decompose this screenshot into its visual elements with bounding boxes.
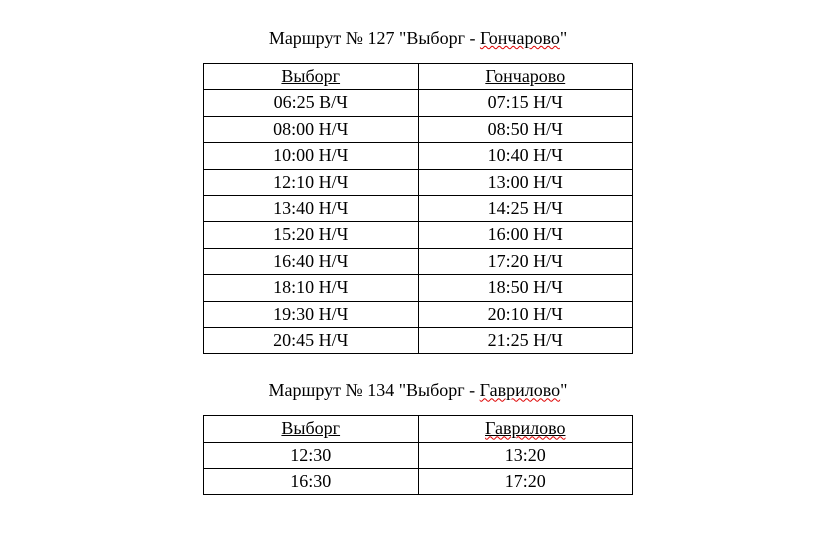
table-row: 18:10 Н/Ч18:50 Н/Ч [204, 275, 633, 301]
route-2-col-1: Гаврилово [418, 416, 633, 442]
cell: 08:00 Н/Ч [204, 116, 419, 142]
cell: 18:50 Н/Ч [418, 275, 633, 301]
cell: 20:45 Н/Ч [204, 327, 419, 353]
cell: 12:30 [204, 442, 419, 468]
cell: 13:40 Н/Ч [204, 195, 419, 221]
cell: 10:00 Н/Ч [204, 143, 419, 169]
cell: 18:10 Н/Ч [204, 275, 419, 301]
document-page: Маршрут № 127 "Выборг - Гончарово" Выбор… [0, 28, 836, 495]
cell: 19:30 Н/Ч [204, 301, 419, 327]
table-row: 20:45 Н/Ч21:25 Н/Ч [204, 327, 633, 353]
cell: 13:00 Н/Ч [418, 169, 633, 195]
table-row: 15:20 Н/Ч16:00 Н/Ч [204, 222, 633, 248]
route-1-tbody: 06:25 В/Ч07:15 Н/Ч 08:00 Н/Ч08:50 Н/Ч 10… [204, 90, 633, 354]
route-1-col-0: Выборг [204, 64, 419, 90]
route-1-title-dest: Гончарово [480, 28, 560, 48]
cell: 06:25 В/Ч [204, 90, 419, 116]
table-row: 06:25 В/Ч07:15 Н/Ч [204, 90, 633, 116]
cell: 14:25 Н/Ч [418, 195, 633, 221]
cell: 10:40 Н/Ч [418, 143, 633, 169]
cell: 17:20 [418, 469, 633, 495]
route-2-title-dest: Гаврилово [480, 380, 560, 400]
route-2-col-0: Выборг [204, 416, 419, 442]
table-row: 16:3017:20 [204, 469, 633, 495]
route-2-title-prefix: Маршрут № 134 "Выборг - [269, 380, 480, 400]
table-row: 12:3013:20 [204, 442, 633, 468]
route-1-title-suffix: " [560, 28, 567, 48]
route-1-table: Выборг Гончарово 06:25 В/Ч07:15 Н/Ч 08:0… [203, 63, 633, 354]
route-1-col-1: Гончарово [418, 64, 633, 90]
cell: 21:25 Н/Ч [418, 327, 633, 353]
route-1-title-prefix: Маршрут № 127 "Выборг - [269, 28, 480, 48]
table-header-row: Выборг Гончарово [204, 64, 633, 90]
table-row: 08:00 Н/Ч08:50 Н/Ч [204, 116, 633, 142]
table-row: 12:10 Н/Ч13:00 Н/Ч [204, 169, 633, 195]
table-header-row: Выборг Гаврилово [204, 416, 633, 442]
cell: 17:20 Н/Ч [418, 248, 633, 274]
route-2-title: Маршрут № 134 "Выборг - Гаврилово" [0, 380, 836, 401]
cell: 16:40 Н/Ч [204, 248, 419, 274]
cell: 16:00 Н/Ч [418, 222, 633, 248]
table-row: 19:30 Н/Ч20:10 Н/Ч [204, 301, 633, 327]
cell: 12:10 Н/Ч [204, 169, 419, 195]
cell: 20:10 Н/Ч [418, 301, 633, 327]
route-2-table: Выборг Гаврилово 12:3013:20 16:3017:20 [203, 415, 633, 495]
table-row: 10:00 Н/Ч10:40 Н/Ч [204, 143, 633, 169]
cell: 15:20 Н/Ч [204, 222, 419, 248]
cell: 13:20 [418, 442, 633, 468]
route-2-tbody: 12:3013:20 16:3017:20 [204, 442, 633, 495]
table-row: 16:40 Н/Ч17:20 Н/Ч [204, 248, 633, 274]
table-row: 13:40 Н/Ч14:25 Н/Ч [204, 195, 633, 221]
route-2-title-suffix: " [560, 380, 567, 400]
route-1-title: Маршрут № 127 "Выборг - Гончарово" [0, 28, 836, 49]
cell: 07:15 Н/Ч [418, 90, 633, 116]
cell: 08:50 Н/Ч [418, 116, 633, 142]
route-2-col-1-text: Гаврилово [485, 418, 565, 438]
cell: 16:30 [204, 469, 419, 495]
